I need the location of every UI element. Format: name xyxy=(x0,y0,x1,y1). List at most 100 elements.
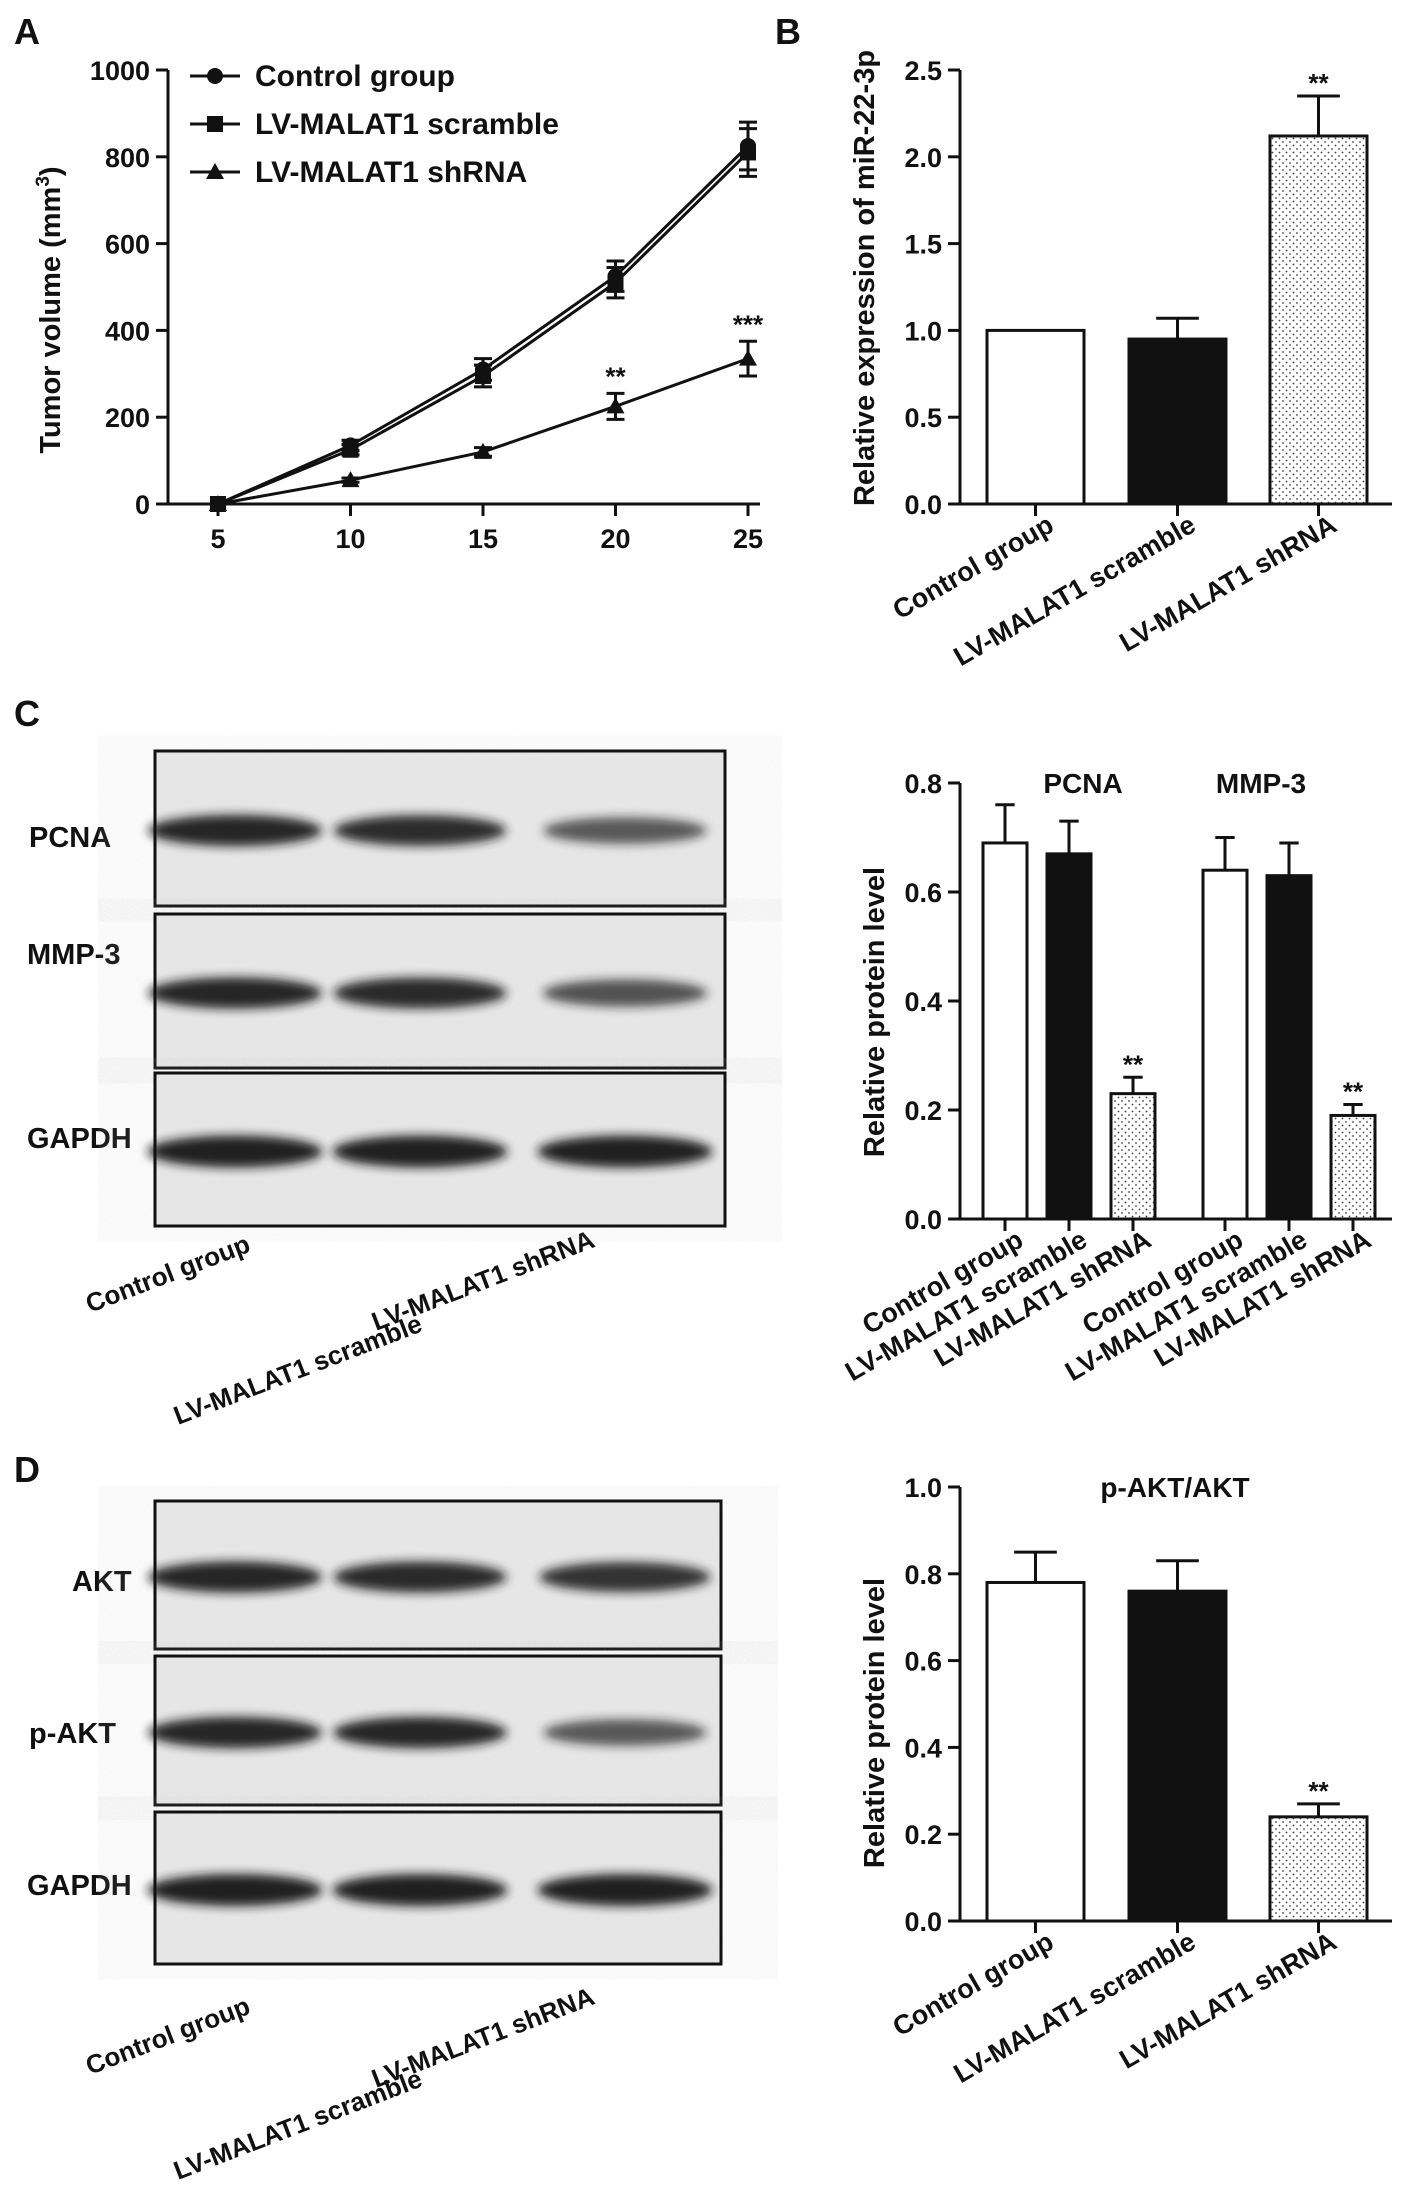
legend-label-scramble: LV-MALAT1 scramble xyxy=(255,108,559,141)
blot-c-band xyxy=(333,815,507,846)
panel-d-bar-scramble xyxy=(1127,1589,1228,1923)
blot-d-panel-border xyxy=(153,1810,723,1966)
panel-b-x-tick-label-scramble: LV-MALAT1 scramble xyxy=(949,509,1201,672)
blot-d-row-label-akt: AKT xyxy=(72,1566,132,1598)
blot-c-row-label-mmp3: MMP-3 xyxy=(27,939,120,971)
panel-c-mmp3-significance-shrna: ** xyxy=(1343,1077,1364,1107)
panel-d-y-tick-label: 0.0 xyxy=(904,1907,942,1937)
blot-c-band xyxy=(332,1135,508,1168)
blot-c-band xyxy=(542,979,708,1007)
panel-letter-d: D xyxy=(14,1449,40,1490)
legend-label-control: Control group xyxy=(255,60,455,93)
panel-d-y-tick-label: 0.8 xyxy=(904,1560,942,1590)
panel-d-significance-shrna: ** xyxy=(1308,1776,1329,1806)
panel-letter-a: A xyxy=(14,11,40,52)
panel-d-y-tick-label: 0.6 xyxy=(904,1647,942,1677)
panel-a-point-scramble xyxy=(740,144,756,161)
panel-b: Relative expression of miR-22-3p 0.0 0.5 1… xyxy=(849,50,1392,672)
blot-c-panel-border xyxy=(153,749,727,908)
panel-d-y-tick-label: 1.0 xyxy=(904,1473,942,1503)
blot-d-band xyxy=(148,1716,322,1749)
blot-c-band xyxy=(147,1135,323,1168)
panel-a-x-tick-label: 5 xyxy=(210,524,225,554)
panel-a-point-scramble xyxy=(342,441,359,458)
blot-d-band xyxy=(333,1716,507,1749)
blot-c-lane-label-shrna: LV-MALAT1 shRNA xyxy=(367,1224,598,1337)
legend-marker-shrna xyxy=(206,163,224,179)
panel-a-y-label-superscript: 3 xyxy=(33,176,54,187)
blot-d-band xyxy=(543,1719,707,1746)
legend-marker-control xyxy=(207,68,223,84)
blot-d-band xyxy=(333,1561,507,1593)
panel-c-blot: PCNA MMP-3 GAPDH Control group LV-MALAT1… xyxy=(27,749,727,1431)
panel-a-y-tick-label: 400 xyxy=(105,316,150,346)
blot-c-lane-label-control: Control group xyxy=(81,1228,254,1318)
panel-a-x-tick-label: 15 xyxy=(468,524,498,554)
panel-a-y-tick-label: 200 xyxy=(105,403,150,433)
panel-c-mmp3-bar-scramble xyxy=(1265,874,1313,1221)
panel-c-pcna-bar-shrna xyxy=(1109,1092,1157,1221)
panel-b-y-tick-label: 2.0 xyxy=(904,143,942,173)
panel-c-mmp3-bar-control xyxy=(1201,868,1249,1221)
blot-d-panel-border xyxy=(153,1499,723,1651)
panel-a-point-shrna xyxy=(209,495,227,511)
panel-a-point-shrna xyxy=(739,349,757,366)
panel-a-y-label-main: Tumor volume (mm xyxy=(35,187,67,454)
blot-c-panel-border xyxy=(153,912,727,1070)
blot-c-band xyxy=(333,977,507,1009)
panel-a-x-tick-label: 20 xyxy=(600,524,630,554)
blot-d-row-label-pakt: p-AKT xyxy=(29,1718,116,1750)
panel-b-y-tick-label: 0.5 xyxy=(904,403,942,433)
panel-a-y-tick-label: 800 xyxy=(105,143,150,173)
panel-letter-b: B xyxy=(775,11,801,52)
panel-a-y-tick-label: 0 xyxy=(135,490,150,520)
panel-a-legend: Control group LV-MALAT1 scramble LV-MALAT1… xyxy=(190,60,559,189)
panel-a: Tumor volume (mm3) Control group LV-MALAT… xyxy=(33,56,764,554)
legend-marker-scramble xyxy=(207,116,223,132)
panel-a-point-shrna xyxy=(474,442,492,459)
panel-d-bar-shrna xyxy=(1268,1815,1369,1923)
panel-d-bar-control xyxy=(985,1580,1086,1923)
panel-a-significance-label: ** xyxy=(605,361,626,391)
panel-c-y-tick-label: 0.6 xyxy=(904,878,942,908)
panel-c-y-axis-label: Relative protein level xyxy=(859,867,891,1157)
panel-d-y-axis-label: Relative protein level xyxy=(859,1578,891,1868)
blot-d-band xyxy=(332,1874,508,1906)
blot-d-band xyxy=(537,1874,713,1906)
panel-c-group-label-pcna: PCNA xyxy=(1043,768,1122,799)
blot-c-band xyxy=(148,814,322,847)
panel-c-pcna-significance-shrna: ** xyxy=(1123,1049,1144,1079)
panel-a-point-scramble xyxy=(607,274,624,291)
panel-a-y-label-close: ) xyxy=(35,166,67,176)
panel-a-y-tick-label: 600 xyxy=(105,230,150,260)
panel-c-mmp3-bar-shrna xyxy=(1329,1113,1377,1221)
panel-a-point-shrna xyxy=(606,397,625,414)
panel-a-x-tick-label: 25 xyxy=(733,524,763,554)
blot-c-band xyxy=(543,817,707,844)
panel-d-x-tick-label-scramble: LV-MALAT1 scramble xyxy=(949,1926,1201,2089)
panel-a-x-tick-label: 10 xyxy=(335,524,365,554)
blot-d-panel-border xyxy=(153,1654,723,1807)
panel-c-y-tick-label: 0.4 xyxy=(904,987,942,1017)
panel-c-y-tick-label: 0.0 xyxy=(904,1205,942,1235)
panel-b-significance-shrna: ** xyxy=(1308,68,1329,98)
blot-d-band xyxy=(147,1874,323,1906)
blot-c-row-label-gapdh: GAPDH xyxy=(27,1123,132,1155)
panel-c-pcna-bar-scramble xyxy=(1045,852,1093,1221)
panel-b-y-tick-label: 1.5 xyxy=(904,230,942,260)
panel-d-blot: AKT p-AKT GAPDH Control group LV-MALAT1 … xyxy=(27,1499,723,2185)
panel-a-y-axis-label: Tumor volume (mm3) xyxy=(33,166,67,453)
panel-c-y-tick-label: 0.2 xyxy=(904,1096,942,1126)
panel-a-point-scramble xyxy=(475,367,491,384)
panel-c-pcna-bar-control xyxy=(981,841,1029,1221)
panel-d: Relative protein level p-AKT/AKT 0.0 0.2 0… xyxy=(859,1472,1392,2089)
panel-a-point-shrna xyxy=(341,471,360,488)
panel-c-y-tick-label: 0.8 xyxy=(904,769,942,799)
blot-d-row-label-gapdh: GAPDH xyxy=(27,1870,132,1902)
blot-c-band xyxy=(148,977,322,1009)
legend-label-shrna: LV-MALAT1 shRNA xyxy=(255,156,527,189)
blot-d-lane-label-shrna: LV-MALAT1 shRNA xyxy=(367,1981,598,2094)
panel-c: Relative protein level PCNA MMP-3 0.0 0.2… xyxy=(840,768,1392,1387)
panel-b-y-tick-label: 2.5 xyxy=(904,56,942,86)
